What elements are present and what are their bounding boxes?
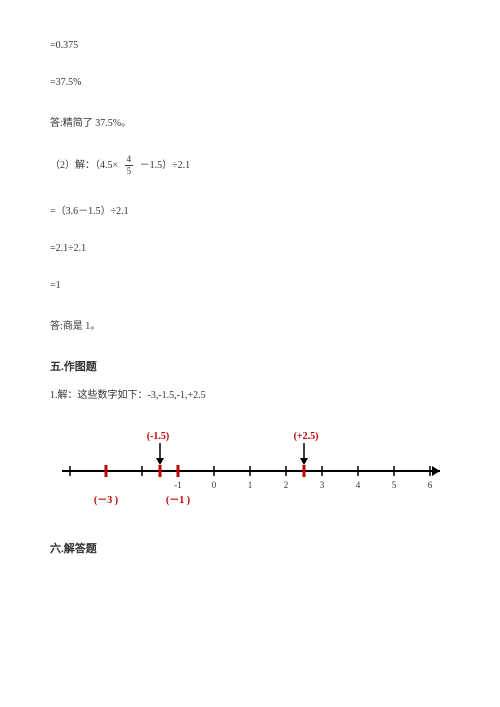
svg-text:-1: -1 bbox=[174, 480, 182, 490]
answer-line: 答:商是 1。 bbox=[50, 317, 450, 332]
number-line-svg: -1 0 1 2 3 4 5 6 (-1.5) (+2.5) (－3 ) (－1 ) bbox=[50, 421, 450, 516]
section-heading-6: 六.解答题 bbox=[50, 540, 450, 556]
step-line: =1 bbox=[50, 280, 450, 291]
step-line: =0.375 bbox=[50, 40, 450, 51]
svg-text:(－1 ): (－1 ) bbox=[166, 495, 190, 506]
step-line: =37.5% bbox=[50, 77, 450, 88]
expr-post: －1.5）÷2.1 bbox=[140, 160, 191, 171]
svg-text:(－3 ): (－3 ) bbox=[94, 495, 118, 506]
fraction-denominator: 5 bbox=[125, 166, 134, 176]
svg-text:3: 3 bbox=[320, 480, 325, 490]
svg-text:5: 5 bbox=[392, 480, 397, 490]
svg-text:(-1.5): (-1.5) bbox=[147, 431, 170, 442]
svg-text:4: 4 bbox=[356, 480, 361, 490]
problem-prompt: 1.解：这些数字如下：-3,-1.5,-1,+2.5 bbox=[50, 386, 450, 401]
expr-pre: （2）解：（4.5× bbox=[50, 160, 118, 171]
svg-text:0: 0 bbox=[212, 480, 217, 490]
answer-line: 答:精简了 37.5%。 bbox=[50, 114, 450, 129]
section-heading-5: 五.作图题 bbox=[50, 358, 450, 374]
step-line: （2）解：（4.5× 4 5 －1.5）÷2.1 bbox=[50, 155, 450, 176]
svg-text:1: 1 bbox=[248, 480, 253, 490]
step-line: =（3.6－1.5）÷2.1 bbox=[50, 202, 450, 217]
svg-text:6: 6 bbox=[428, 480, 433, 490]
svg-text:2: 2 bbox=[284, 480, 289, 490]
fraction: 4 5 bbox=[125, 155, 134, 176]
svg-text:(+2.5): (+2.5) bbox=[294, 431, 319, 442]
number-line-figure: -1 0 1 2 3 4 5 6 (-1.5) (+2.5) (－3 ) (－1 ) bbox=[50, 421, 450, 516]
step-line: =2.1÷2.1 bbox=[50, 243, 450, 254]
fraction-numerator: 4 bbox=[125, 155, 134, 166]
